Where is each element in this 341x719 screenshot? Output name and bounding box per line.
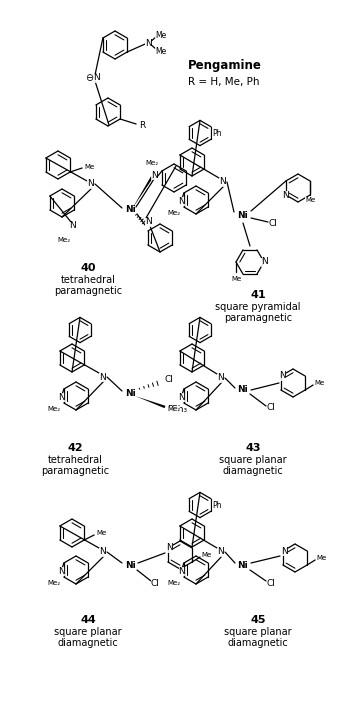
- Text: N: N: [261, 257, 267, 267]
- Text: diamagnetic: diamagnetic: [58, 638, 118, 648]
- Text: Me: Me: [305, 197, 315, 203]
- Text: R = H, Me, Ph: R = H, Me, Ph: [188, 77, 260, 87]
- Text: Cl: Cl: [267, 403, 276, 413]
- Text: N: N: [145, 39, 151, 47]
- Text: PPh₃: PPh₃: [167, 406, 187, 414]
- Text: 45: 45: [250, 615, 266, 625]
- Text: Ni: Ni: [124, 388, 135, 398]
- Text: Me₂: Me₂: [167, 580, 180, 586]
- Text: N: N: [217, 547, 223, 557]
- Polygon shape: [132, 176, 153, 209]
- Text: Me: Me: [155, 30, 167, 40]
- Text: tetrahedral: tetrahedral: [47, 455, 102, 465]
- Text: 44: 44: [80, 615, 96, 625]
- Text: Me: Me: [96, 530, 106, 536]
- Text: N: N: [99, 372, 105, 382]
- Text: Ni: Ni: [124, 206, 135, 214]
- Text: Cl: Cl: [269, 219, 278, 227]
- Text: N: N: [99, 547, 105, 557]
- Text: square pyramidal: square pyramidal: [215, 302, 301, 312]
- Text: Ph: Ph: [212, 500, 222, 510]
- Text: N: N: [178, 393, 185, 401]
- Text: Me₂: Me₂: [146, 160, 159, 166]
- Text: 43: 43: [245, 443, 261, 453]
- Text: N: N: [166, 544, 173, 552]
- Text: diamagnetic: diamagnetic: [228, 638, 288, 648]
- Text: paramagnetic: paramagnetic: [54, 286, 122, 296]
- Text: tetrahedral: tetrahedral: [61, 275, 116, 285]
- Text: Cl: Cl: [267, 579, 276, 587]
- Text: square planar: square planar: [54, 627, 122, 637]
- Text: Ph: Ph: [212, 129, 222, 137]
- Text: Me: Me: [155, 47, 167, 55]
- Text: N: N: [145, 218, 151, 226]
- Text: N: N: [59, 393, 65, 401]
- Text: Me: Me: [201, 552, 211, 558]
- Text: N: N: [282, 546, 288, 556]
- Text: Me: Me: [316, 555, 326, 561]
- Text: N: N: [178, 196, 185, 206]
- Polygon shape: [135, 396, 165, 408]
- Text: 41: 41: [250, 290, 266, 300]
- Text: Me: Me: [314, 380, 324, 386]
- Text: Me₂: Me₂: [167, 406, 180, 412]
- Text: Ni: Ni: [238, 561, 248, 569]
- Text: 42: 42: [67, 443, 83, 453]
- Text: Cl: Cl: [165, 375, 174, 385]
- Text: Me: Me: [84, 164, 94, 170]
- Text: N: N: [69, 221, 75, 231]
- Text: N: N: [59, 567, 65, 575]
- Text: N: N: [87, 180, 93, 188]
- Text: ⊖: ⊖: [85, 73, 93, 83]
- Text: N: N: [217, 373, 223, 383]
- Text: N: N: [282, 191, 289, 199]
- Text: N: N: [151, 170, 158, 180]
- Text: N: N: [94, 73, 100, 83]
- Text: Me₂: Me₂: [167, 210, 180, 216]
- Text: R: R: [139, 121, 145, 129]
- Text: Me₂: Me₂: [47, 580, 60, 586]
- Text: N: N: [178, 567, 185, 575]
- Text: Pengamine: Pengamine: [188, 58, 262, 71]
- Text: Cl: Cl: [151, 579, 160, 587]
- Text: Me₂: Me₂: [47, 406, 60, 412]
- Text: paramagnetic: paramagnetic: [224, 313, 292, 323]
- Text: Ni: Ni: [238, 211, 248, 219]
- Text: paramagnetic: paramagnetic: [41, 466, 109, 476]
- Text: N: N: [219, 178, 225, 186]
- Text: diamagnetic: diamagnetic: [223, 466, 283, 476]
- Text: Me: Me: [231, 276, 241, 282]
- Text: Me₂: Me₂: [57, 237, 71, 243]
- Text: square planar: square planar: [219, 455, 287, 465]
- Text: square planar: square planar: [224, 627, 292, 637]
- Text: Ni: Ni: [124, 561, 135, 569]
- Text: N: N: [280, 372, 286, 380]
- Text: Ni: Ni: [238, 385, 248, 395]
- Text: 40: 40: [80, 263, 96, 273]
